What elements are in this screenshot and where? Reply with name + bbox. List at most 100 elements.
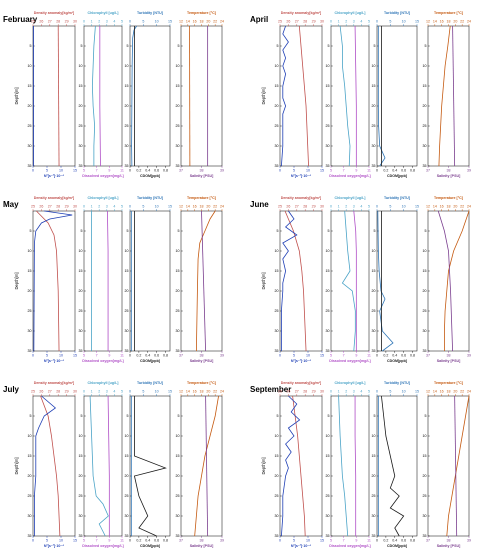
top-axis-label: Density anomaly[kg/m³] — [34, 381, 75, 385]
depth-tick-label: 5 — [30, 44, 32, 48]
depth-axis-label: Depth[m] — [261, 88, 266, 105]
top-tick-label: 30 — [73, 20, 77, 24]
bottom-tick-label: 9 — [355, 354, 357, 358]
depth-tick-label: 15 — [326, 84, 330, 88]
series-temperature — [438, 25, 451, 167]
top-tick-label: 25 — [278, 20, 282, 24]
depth-tick-label: 25 — [372, 309, 376, 313]
top-tick-label: 0 — [376, 390, 378, 394]
top-tick-label: 20 — [453, 20, 457, 24]
bottom-tick-label: 0 — [279, 169, 281, 173]
top-tick-label: 16 — [193, 390, 197, 394]
subplot-1: Density anomaly[kg/m³] 25 26 27 28 29 30 N²[s⁻²… — [28, 11, 78, 178]
bottom-tick-label: 7 — [96, 169, 98, 173]
series-density — [292, 395, 306, 537]
depth-tick-label: 10 — [176, 249, 180, 253]
bottom-tick-label: 11 — [367, 169, 371, 173]
depth-tick-label: 15 — [423, 84, 427, 88]
bottom-tick-label: 15 — [320, 169, 324, 173]
bottom-axis-label: N²[s⁻²]·10⁻⁴ — [291, 544, 311, 548]
bottom-tick-label: 0.8 — [163, 539, 168, 543]
top-tick-label: 0 — [330, 205, 332, 209]
bottom-axis-label: Dissolved oxygen[mg/L] — [329, 544, 371, 548]
depth-tick-label: 15 — [423, 269, 427, 273]
depth-tick-label: 10 — [423, 249, 427, 253]
subplot-frame — [129, 25, 171, 167]
bottom-tick-label: 0.4 — [392, 539, 397, 543]
depth-tick-label: 5 — [277, 229, 279, 233]
depth-tick-label: 35 — [125, 349, 129, 353]
top-tick-label: 5 — [142, 390, 144, 394]
depth-tick-label: 15 — [372, 84, 376, 88]
top-axis-label: Turbidity [NTU] — [384, 11, 410, 15]
top-axis-label: Chlorophyll [ug/L] — [335, 196, 366, 200]
bottom-tick-label: 0.4 — [145, 539, 150, 543]
top-tick-label: 25 — [31, 390, 35, 394]
top-tick-label: 14 — [433, 20, 437, 24]
top-tick-label: 27 — [48, 390, 52, 394]
depth-tick-label: 30 — [125, 329, 129, 333]
bottom-tick-label: 38 — [447, 539, 451, 543]
top-tick-label: 16 — [193, 205, 197, 209]
depth-tick-label: 25 — [79, 309, 83, 313]
bottom-tick-label: 0.4 — [392, 169, 397, 173]
subplot-3: Turbidity [NTU] 0 5 10 15 CDOM[ppb] 0 0.2 0.4 0.6… — [125, 381, 173, 548]
series-salinity — [205, 395, 209, 537]
depth-tick-label: 35 — [423, 349, 427, 353]
bottom-axis-label: Salinity [PSU] — [190, 359, 214, 363]
top-axis-label: Temperature [°C] — [434, 11, 463, 15]
top-tick-label: 2 — [345, 390, 347, 394]
subplot-frame — [83, 210, 123, 352]
top-tick-label: 15 — [415, 205, 419, 209]
bottom-tick-label: 0.8 — [163, 354, 168, 358]
bottom-tick-label: 5 — [83, 539, 85, 543]
bottom-tick-label: 0 — [32, 354, 34, 358]
top-tick-label: 29 — [65, 390, 69, 394]
bottom-tick-label: 37 — [426, 539, 430, 543]
depth-tick-label: 15 — [28, 269, 32, 273]
top-tick-label: 29 — [65, 205, 69, 209]
bottom-tick-label: 10 — [306, 169, 310, 173]
bottom-tick-label: 15 — [73, 354, 77, 358]
bottom-tick-label: 0.8 — [410, 539, 415, 543]
top-tick-label: 25 — [278, 205, 282, 209]
top-tick-label: 24 — [220, 390, 224, 394]
bottom-tick-label: 0 — [129, 169, 131, 173]
series-n2 — [34, 395, 57, 536]
top-tick-label: 20 — [206, 20, 210, 24]
depth-tick-label: 5 — [374, 414, 376, 418]
top-tick-label: 16 — [440, 390, 444, 394]
subplot-frame — [279, 395, 323, 537]
bottom-tick-label: 39 — [467, 169, 471, 173]
top-tick-label: 29 — [65, 20, 69, 24]
bottom-tick-label: 7 — [96, 539, 98, 543]
subplot-3: Turbidity [NTU] 0 5 10 15 CDOM[ppb] 0 0.2 0.4 0.6… — [372, 381, 420, 548]
bottom-tick-label: 0.2 — [383, 169, 388, 173]
bottom-tick-label: 15 — [73, 539, 77, 543]
series-chlorophyll — [91, 25, 96, 166]
bottom-axis-label: Dissolved oxygen[mg/L] — [329, 359, 371, 363]
series-turbidity — [377, 26, 386, 167]
series-n2 — [281, 25, 289, 167]
top-axis-label: Turbidity [NTU] — [384, 196, 410, 200]
depth-tick-label: 20 — [372, 104, 376, 108]
top-tick-label: 20 — [206, 205, 210, 209]
depth-tick-label: 35 — [28, 349, 32, 353]
bottom-axis-label: N²[s⁻²]·10⁻⁴ — [44, 359, 64, 363]
bottom-tick-label: 5 — [46, 169, 48, 173]
depth-tick-label: 5 — [81, 229, 83, 233]
depth-tick-label: 35 — [326, 349, 330, 353]
depth-tick-label: 25 — [28, 309, 32, 313]
bottom-tick-label: 5 — [330, 169, 332, 173]
bottom-axis-label: CDOM[ppb] — [140, 544, 160, 548]
top-tick-label: 24 — [220, 205, 224, 209]
depth-tick-label: 35 — [176, 534, 180, 538]
top-tick-label: 30 — [320, 390, 324, 394]
bottom-tick-label: 38 — [200, 539, 204, 543]
bottom-tick-label: 15 — [73, 169, 77, 173]
